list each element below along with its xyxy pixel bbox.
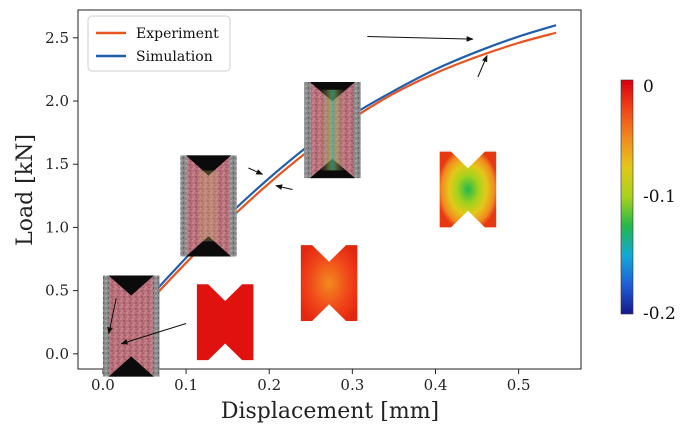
y-axis-label: Load [kN] [13, 134, 38, 246]
y-tick-label: 2.5 [45, 29, 69, 47]
y-tick-label: 1.0 [45, 218, 69, 236]
annotation-arrow [120, 323, 187, 345]
y-axis-ticks: 0.0 0.5 1.0 1.5 2.0 2.5 [45, 29, 78, 363]
annotation-arrow [275, 184, 293, 190]
inset-layer [102, 82, 497, 377]
x-tick-label: 0.3 [340, 376, 364, 394]
x-axis-label: Displacement [mm] [221, 399, 439, 424]
x-tick-label: 0.2 [257, 376, 281, 394]
fem-strain-field [439, 151, 497, 228]
y-tick-label: 1.5 [45, 155, 69, 173]
colorbar-label-max: 0 [643, 77, 654, 97]
colorbar-gradient [620, 79, 634, 315]
y-tick-label: 2.0 [45, 92, 69, 110]
colorbar: 0 -0.1 -0.2 [620, 77, 676, 324]
colorbar-label-mid: -0.1 [643, 187, 676, 207]
arrow-layer [107, 36, 488, 345]
x-tick-label: 0.1 [174, 376, 198, 394]
plot-frame [77, 9, 582, 370]
annotation-arrow [477, 54, 488, 78]
fem-strain-field [300, 245, 358, 321]
x-tick-label: 0.5 [507, 376, 531, 394]
dic-specimen-photo [102, 275, 160, 377]
annotation-arrow [248, 167, 264, 175]
legend-label-simulation: Simulation [136, 49, 213, 65]
annotation-arrow [107, 298, 117, 335]
dic-specimen-photo [180, 155, 237, 257]
fem-strain-field [196, 284, 254, 361]
x-tick-label: 0.4 [424, 376, 448, 394]
dic-specimen-photo [304, 82, 361, 179]
legend-label-experiment: Experiment [136, 26, 219, 42]
x-axis-ticks: 0.0 0.1 0.2 0.3 0.4 0.5 [91, 369, 531, 394]
x-tick-label: 0.0 [91, 376, 115, 394]
annotation-arrow [367, 36, 474, 42]
colorbar-label-min: -0.2 [643, 304, 676, 324]
legend: Experiment Simulation [87, 15, 231, 72]
y-tick-label: 0.5 [45, 282, 69, 300]
y-tick-label: 0.0 [45, 345, 69, 363]
